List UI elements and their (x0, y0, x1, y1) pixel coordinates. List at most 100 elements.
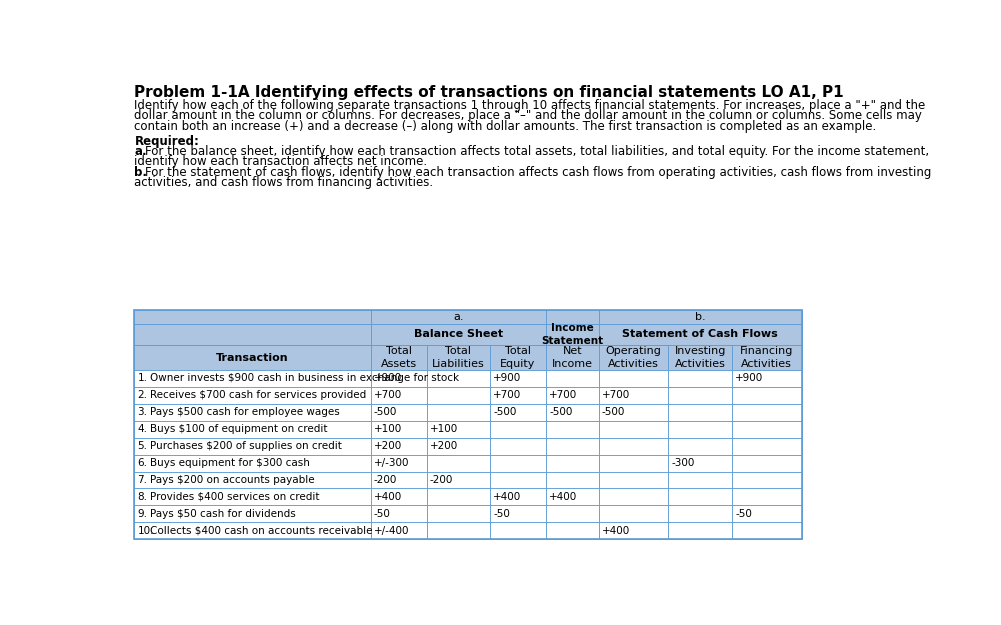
Text: Receives $700 cash for services provided: Receives $700 cash for services provided (150, 391, 366, 401)
Text: +900: +900 (374, 373, 402, 383)
Text: Total
Liabilities: Total Liabilities (432, 346, 484, 369)
Bar (426, 522, 490, 539)
Text: -200: -200 (374, 475, 397, 485)
Bar (732, 438, 802, 454)
Bar (599, 438, 669, 454)
Bar (732, 454, 802, 471)
Bar (546, 522, 599, 539)
Text: Collects $400 cash on accounts receivable: Collects $400 cash on accounts receivabl… (150, 526, 372, 536)
Bar (546, 421, 599, 437)
Text: Purchases $200 of supplies on credit: Purchases $200 of supplies on credit (150, 441, 341, 451)
Bar (546, 489, 599, 506)
Bar (546, 438, 599, 454)
Bar (370, 370, 426, 387)
Text: +700: +700 (493, 391, 522, 401)
Text: Buys $100 of equipment on credit: Buys $100 of equipment on credit (150, 424, 327, 434)
Text: contain both an increase (+) and a decrease (–) along with dollar amounts. The f: contain both an increase (+) and a decre… (134, 119, 877, 132)
Text: 8.: 8. (137, 492, 147, 502)
Bar (490, 387, 546, 404)
Bar (732, 404, 802, 421)
Bar (490, 404, 546, 421)
Bar (426, 421, 490, 437)
Text: Provides $400 services on credit: Provides $400 services on credit (150, 492, 319, 502)
Bar (426, 387, 490, 404)
Bar (599, 522, 669, 539)
Bar (732, 345, 802, 370)
Text: 9.: 9. (137, 509, 147, 519)
Text: Pays $200 on accounts payable: Pays $200 on accounts payable (150, 475, 314, 485)
Text: a.: a. (134, 145, 147, 158)
Text: +400: +400 (374, 492, 402, 502)
Text: Operating
Activities: Operating Activities (606, 346, 662, 369)
Bar (669, 471, 732, 489)
Bar (134, 404, 370, 421)
Text: +900: +900 (735, 373, 764, 383)
Bar (732, 522, 802, 539)
Text: -500: -500 (602, 408, 626, 418)
Bar (669, 506, 732, 522)
Text: +100: +100 (374, 424, 402, 434)
Bar (426, 489, 490, 506)
Bar (370, 506, 426, 522)
Text: -500: -500 (493, 408, 517, 418)
Bar (599, 370, 669, 387)
Text: Net
Income: Net Income (552, 346, 593, 369)
Bar (732, 387, 802, 404)
Bar (669, 370, 732, 387)
Text: +100: +100 (429, 424, 457, 434)
Text: dollar amount in the column or columns. For decreases, place a "–" and the dolla: dollar amount in the column or columns. … (134, 109, 922, 123)
Bar (546, 387, 599, 404)
Text: +/-300: +/-300 (374, 458, 409, 468)
Bar (134, 506, 370, 522)
Text: -500: -500 (374, 408, 397, 418)
Bar (599, 404, 669, 421)
Bar (669, 387, 732, 404)
Bar (370, 310, 546, 324)
Bar (599, 310, 802, 324)
Bar (669, 438, 732, 454)
Bar (134, 310, 802, 539)
Text: -50: -50 (374, 509, 390, 519)
Bar (426, 454, 490, 471)
Bar (426, 345, 490, 370)
Bar (370, 522, 426, 539)
Text: 6.: 6. (137, 458, 147, 468)
Text: Identify how each of the following separate transactions 1 through 10 affects fi: Identify how each of the following separ… (134, 99, 926, 112)
Bar (370, 404, 426, 421)
Text: 1.: 1. (137, 373, 147, 383)
Bar (599, 387, 669, 404)
Bar (599, 345, 669, 370)
Bar (732, 471, 802, 489)
Bar (546, 310, 599, 324)
Text: 3.: 3. (137, 408, 147, 418)
Text: +900: +900 (493, 373, 522, 383)
Text: Pays $50 cash for dividends: Pays $50 cash for dividends (150, 509, 295, 519)
Bar (370, 421, 426, 437)
Bar (426, 404, 490, 421)
Bar (370, 438, 426, 454)
Bar (426, 506, 490, 522)
Text: +700: +700 (602, 391, 630, 401)
Text: Financing
Activities: Financing Activities (740, 346, 794, 369)
Bar (669, 345, 732, 370)
Text: +200: +200 (429, 441, 457, 451)
Bar (732, 506, 802, 522)
Bar (546, 324, 599, 345)
Bar (546, 454, 599, 471)
Bar (669, 421, 732, 437)
Bar (134, 522, 370, 539)
Bar (546, 404, 599, 421)
Text: Owner invests $900 cash in business in exchange for stock: Owner invests $900 cash in business in e… (150, 373, 459, 383)
Text: Transaction: Transaction (216, 352, 289, 362)
Text: -50: -50 (493, 509, 511, 519)
Bar (732, 370, 802, 387)
Bar (370, 471, 426, 489)
Bar (490, 454, 546, 471)
Text: Investing
Activities: Investing Activities (675, 346, 726, 369)
Bar (134, 438, 370, 454)
Bar (490, 370, 546, 387)
Text: +/-400: +/-400 (374, 526, 409, 536)
Bar (490, 506, 546, 522)
Bar (669, 489, 732, 506)
Bar (490, 421, 546, 437)
